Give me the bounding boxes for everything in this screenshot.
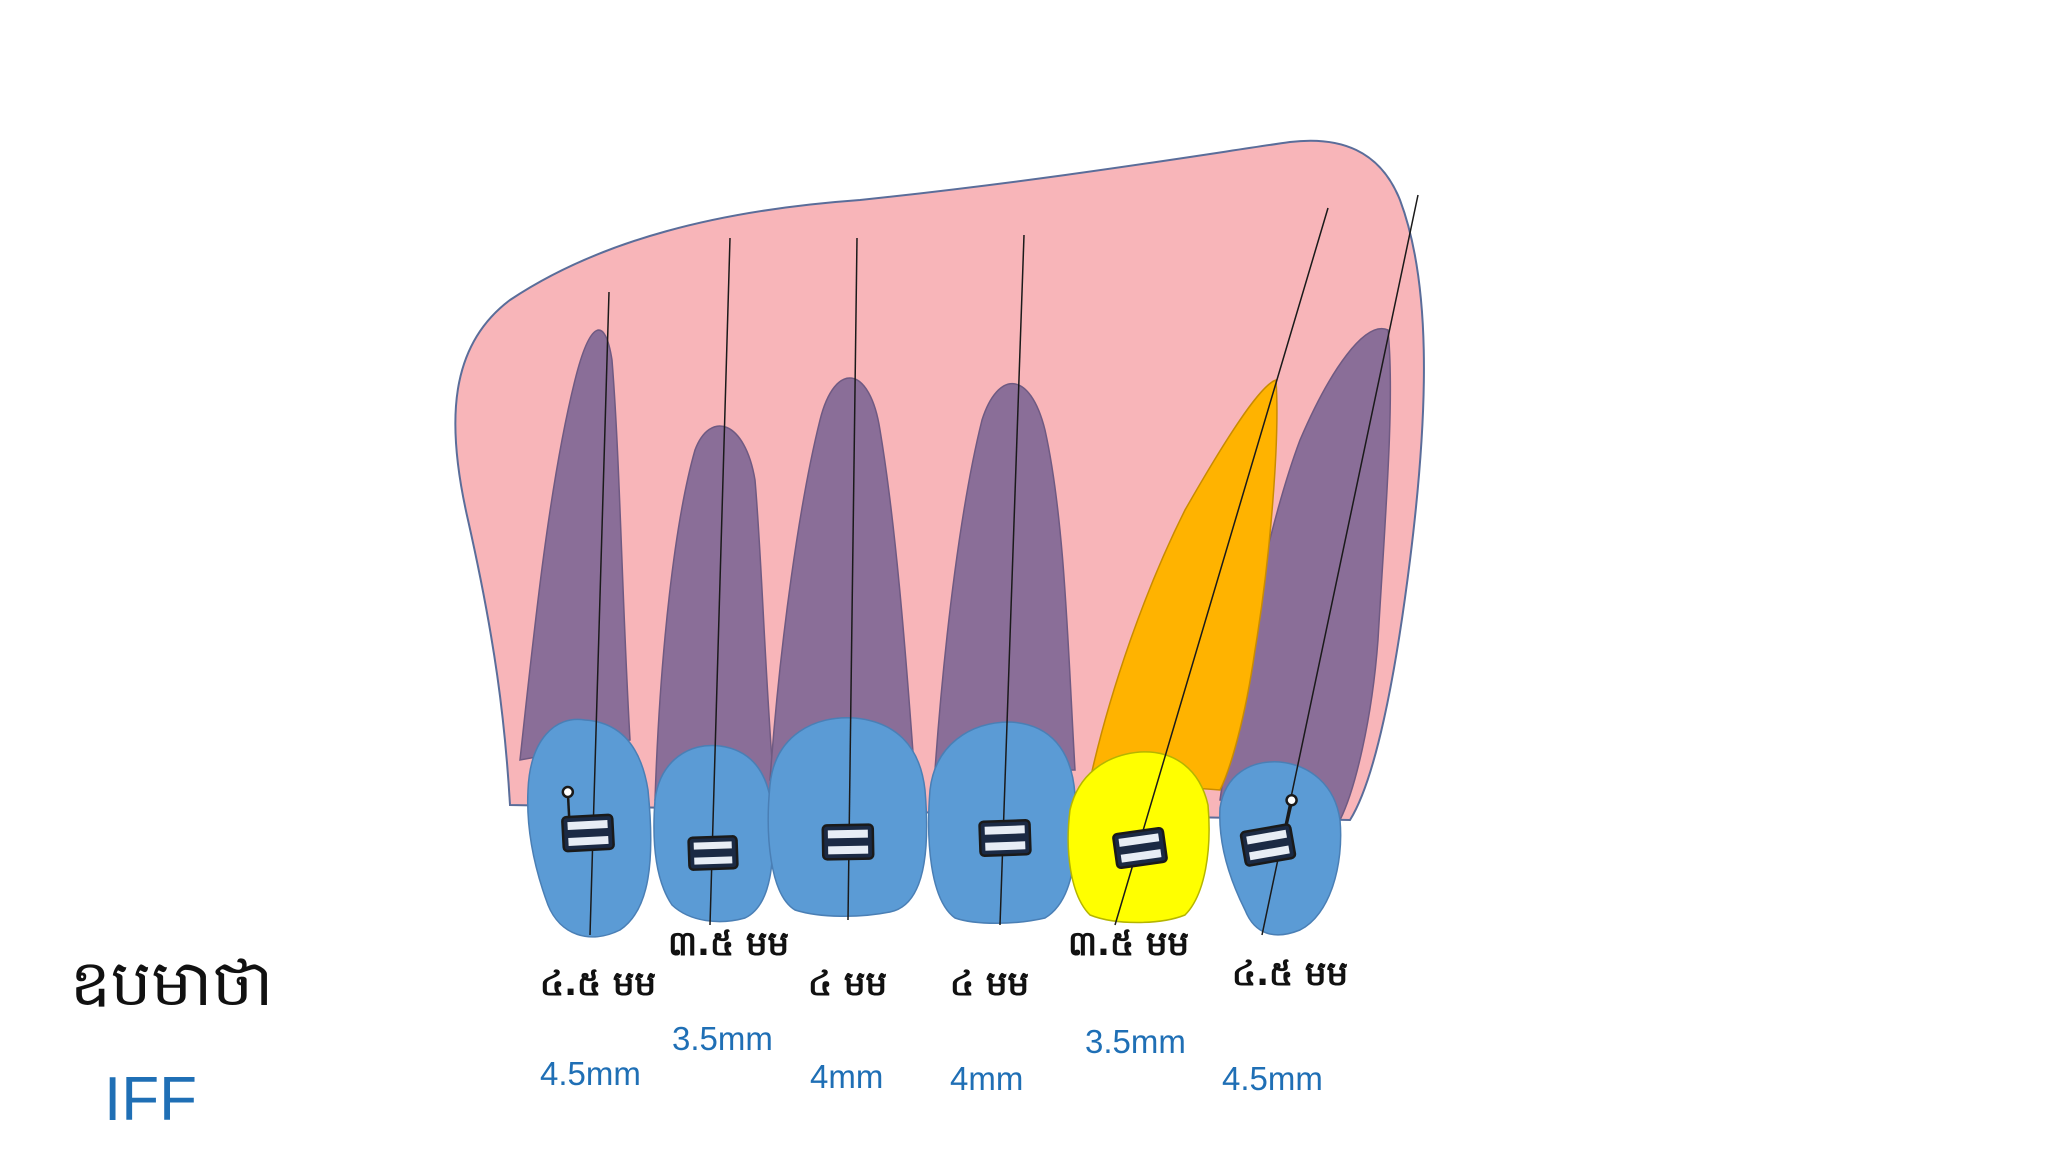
- mm-label-3: 4mm: [810, 1058, 883, 1095]
- bracket-6: [1239, 793, 1298, 867]
- khmer-label-4: ៤ មម: [950, 964, 1029, 1004]
- bracket-1: [561, 785, 615, 853]
- mm-label-4: 4mm: [950, 1060, 1023, 1097]
- mm-label-5: 3.5mm: [1085, 1023, 1186, 1060]
- bracket-5: [1112, 826, 1168, 870]
- bracket-3: [821, 823, 875, 861]
- axis-line-3: [847, 237, 858, 921]
- khmer-label-2: ៣.៥ មម: [668, 924, 789, 964]
- highlighted-root: [1089, 378, 1278, 791]
- mm-labels: 4.5mm 3.5mm 4mm 4mm 3.5mm 4.5mm: [540, 1020, 1323, 1097]
- root-4: [934, 382, 1076, 771]
- axis-line-6: [1261, 194, 1419, 936]
- page-title: ឧបមាថា: [70, 947, 273, 1021]
- page-subtitle: IFF: [104, 1065, 197, 1134]
- root-3: [769, 377, 916, 781]
- crown-2: [653, 744, 774, 923]
- bracket-4: [978, 819, 1032, 857]
- root-1: [519, 329, 631, 761]
- crown-3: [767, 716, 928, 917]
- mm-label-1: 4.5mm: [540, 1055, 641, 1092]
- khmer-labels: ៤.៥ មម ៣.៥ មម ៤ មម ៤ មម ៣.៥ មម ៤.៥ មម: [540, 924, 1348, 1004]
- brackets: [561, 785, 1298, 871]
- mm-label-2: 3.5mm: [672, 1020, 773, 1057]
- mm-label-6: 4.5mm: [1222, 1060, 1323, 1097]
- axis-line-5: [1114, 207, 1329, 926]
- bracket-2: [687, 835, 739, 871]
- khmer-label-1: ៤.៥ មម: [540, 964, 656, 1004]
- axis-line-2: [709, 237, 731, 926]
- root-2: [654, 425, 776, 801]
- axis-line-4: [999, 234, 1025, 926]
- khmer-label-5: ៣.៥ មម: [1068, 924, 1189, 964]
- khmer-label-3: ៤ មម: [808, 964, 887, 1004]
- khmer-label-6: ៤.៥ មម: [1232, 954, 1348, 994]
